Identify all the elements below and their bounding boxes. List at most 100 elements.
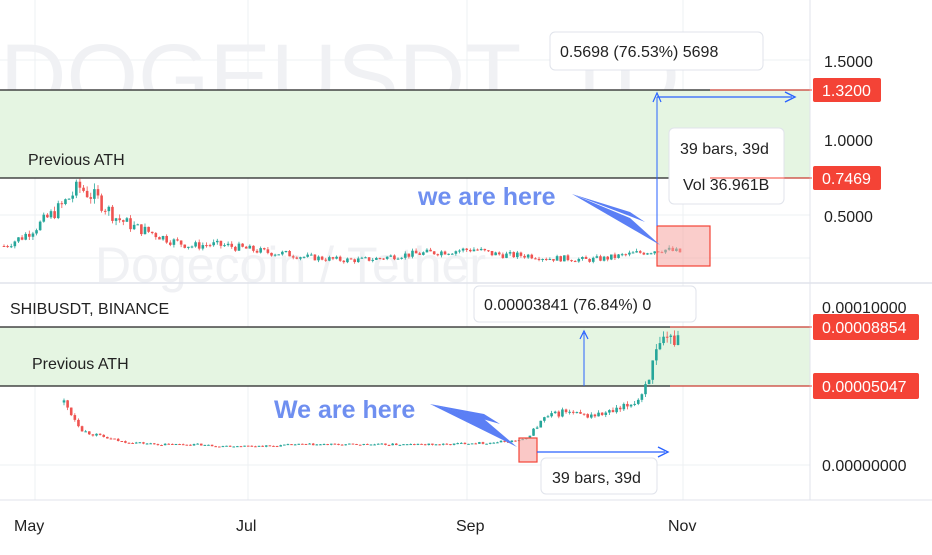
shib-candle: [673, 335, 676, 345]
top-price-label-lower-text: 0.7469: [822, 171, 871, 188]
doge-candle: [581, 256, 584, 259]
doge-candle: [494, 252, 497, 256]
top-annotation-arrow: [572, 194, 660, 245]
shib-candle: [149, 443, 152, 445]
shib-candle: [138, 442, 142, 444]
doge-candle: [349, 258, 353, 260]
shib-candle: [434, 444, 438, 446]
shib-candle: [272, 445, 275, 447]
doge-candle: [425, 249, 429, 253]
shib-candle: [232, 446, 236, 448]
shib-candle: [283, 444, 286, 446]
doge-candle: [46, 214, 49, 218]
doge-candle: [324, 259, 328, 261]
shib-candle: [467, 443, 470, 445]
doge-candle: [436, 254, 440, 256]
doge-candle: [150, 231, 154, 234]
doge-candle: [635, 251, 638, 253]
shib-candle: [615, 407, 618, 413]
shib-candle: [66, 400, 69, 408]
doge-candle: [118, 218, 121, 221]
shib-candle: [669, 335, 673, 337]
doge-candle: [13, 241, 17, 247]
doge-candle: [237, 243, 241, 251]
doge-candle: [288, 251, 291, 257]
doge-candle: [591, 257, 595, 262]
shib-candle: [391, 443, 394, 446]
doge-candle: [378, 257, 382, 259]
shib-candle: [239, 446, 243, 448]
shib-candle: [651, 360, 655, 380]
doge-candle: [530, 254, 534, 259]
shib-candle: [192, 444, 196, 446]
doge-candle: [82, 187, 85, 191]
shib-candle: [329, 443, 333, 445]
shib-candle: [268, 445, 272, 447]
shib-candle: [98, 433, 102, 435]
shib-candle: [221, 446, 225, 448]
shib-candle: [69, 407, 73, 416]
doge-candle: [241, 243, 244, 247]
shib-candle: [124, 441, 127, 443]
shib-candle: [618, 407, 622, 410]
x-tick: Nov: [668, 518, 696, 535]
doge-candle: [42, 214, 46, 222]
doge-candle: [631, 252, 635, 254]
shib-candle: [604, 412, 608, 415]
doge-candle: [208, 245, 212, 247]
doge-candle: [584, 256, 588, 259]
doge-candle: [234, 246, 237, 251]
doge-candle: [653, 251, 656, 254]
doge-candle: [2, 246, 6, 247]
doge-candle: [24, 233, 27, 240]
doge-candle: [277, 254, 281, 256]
shib-candle: [145, 443, 149, 445]
shib-candle: [449, 444, 452, 446]
doge-candle: [53, 211, 56, 219]
doge-candle: [136, 224, 140, 226]
doge-candle: [490, 250, 494, 256]
doge-candle: [588, 258, 591, 262]
shib-candle: [95, 433, 98, 436]
shib-candle: [380, 443, 384, 445]
doge-candle: [331, 257, 335, 259]
doge-candle: [479, 248, 483, 251]
shib-candle: [279, 445, 283, 447]
bottom-annotation-arrow: [430, 404, 517, 447]
doge-candle: [17, 237, 20, 242]
doge-candle: [328, 257, 331, 261]
doge-candle: [620, 254, 624, 256]
shib-candle: [575, 412, 579, 414]
shib-candle: [127, 442, 131, 444]
shib-candle: [655, 349, 658, 361]
shib-candle: [290, 444, 293, 446]
shib-candle: [286, 444, 290, 446]
doge-candle: [281, 251, 284, 255]
shib-candle: [106, 436, 109, 439]
shib-candle: [109, 438, 113, 440]
doge-candle: [93, 189, 96, 199]
doge-candle: [194, 242, 197, 247]
bottom-annotation-arrow-fill: [430, 404, 500, 424]
doge-candle: [299, 257, 302, 259]
shib-candle: [557, 411, 561, 417]
doge-candle: [356, 258, 360, 263]
shib-candle: [171, 443, 174, 445]
shib-candle: [579, 412, 582, 414]
doge-candle: [147, 226, 150, 232]
doge-candle: [317, 256, 320, 261]
bottom-price-label-upper: [813, 314, 919, 340]
x-tick: May: [14, 518, 44, 535]
doge-candle: [508, 252, 512, 254]
shib-candle: [178, 444, 181, 446]
shib-candle: [304, 443, 308, 445]
shib-candle: [626, 403, 629, 407]
doge-candle: [179, 240, 183, 245]
bottom-current-box: [518, 437, 538, 463]
shib-candle: [315, 444, 319, 446]
shib-candle: [163, 443, 167, 446]
doge-candle: [382, 258, 385, 260]
doge-candle: [342, 260, 346, 263]
